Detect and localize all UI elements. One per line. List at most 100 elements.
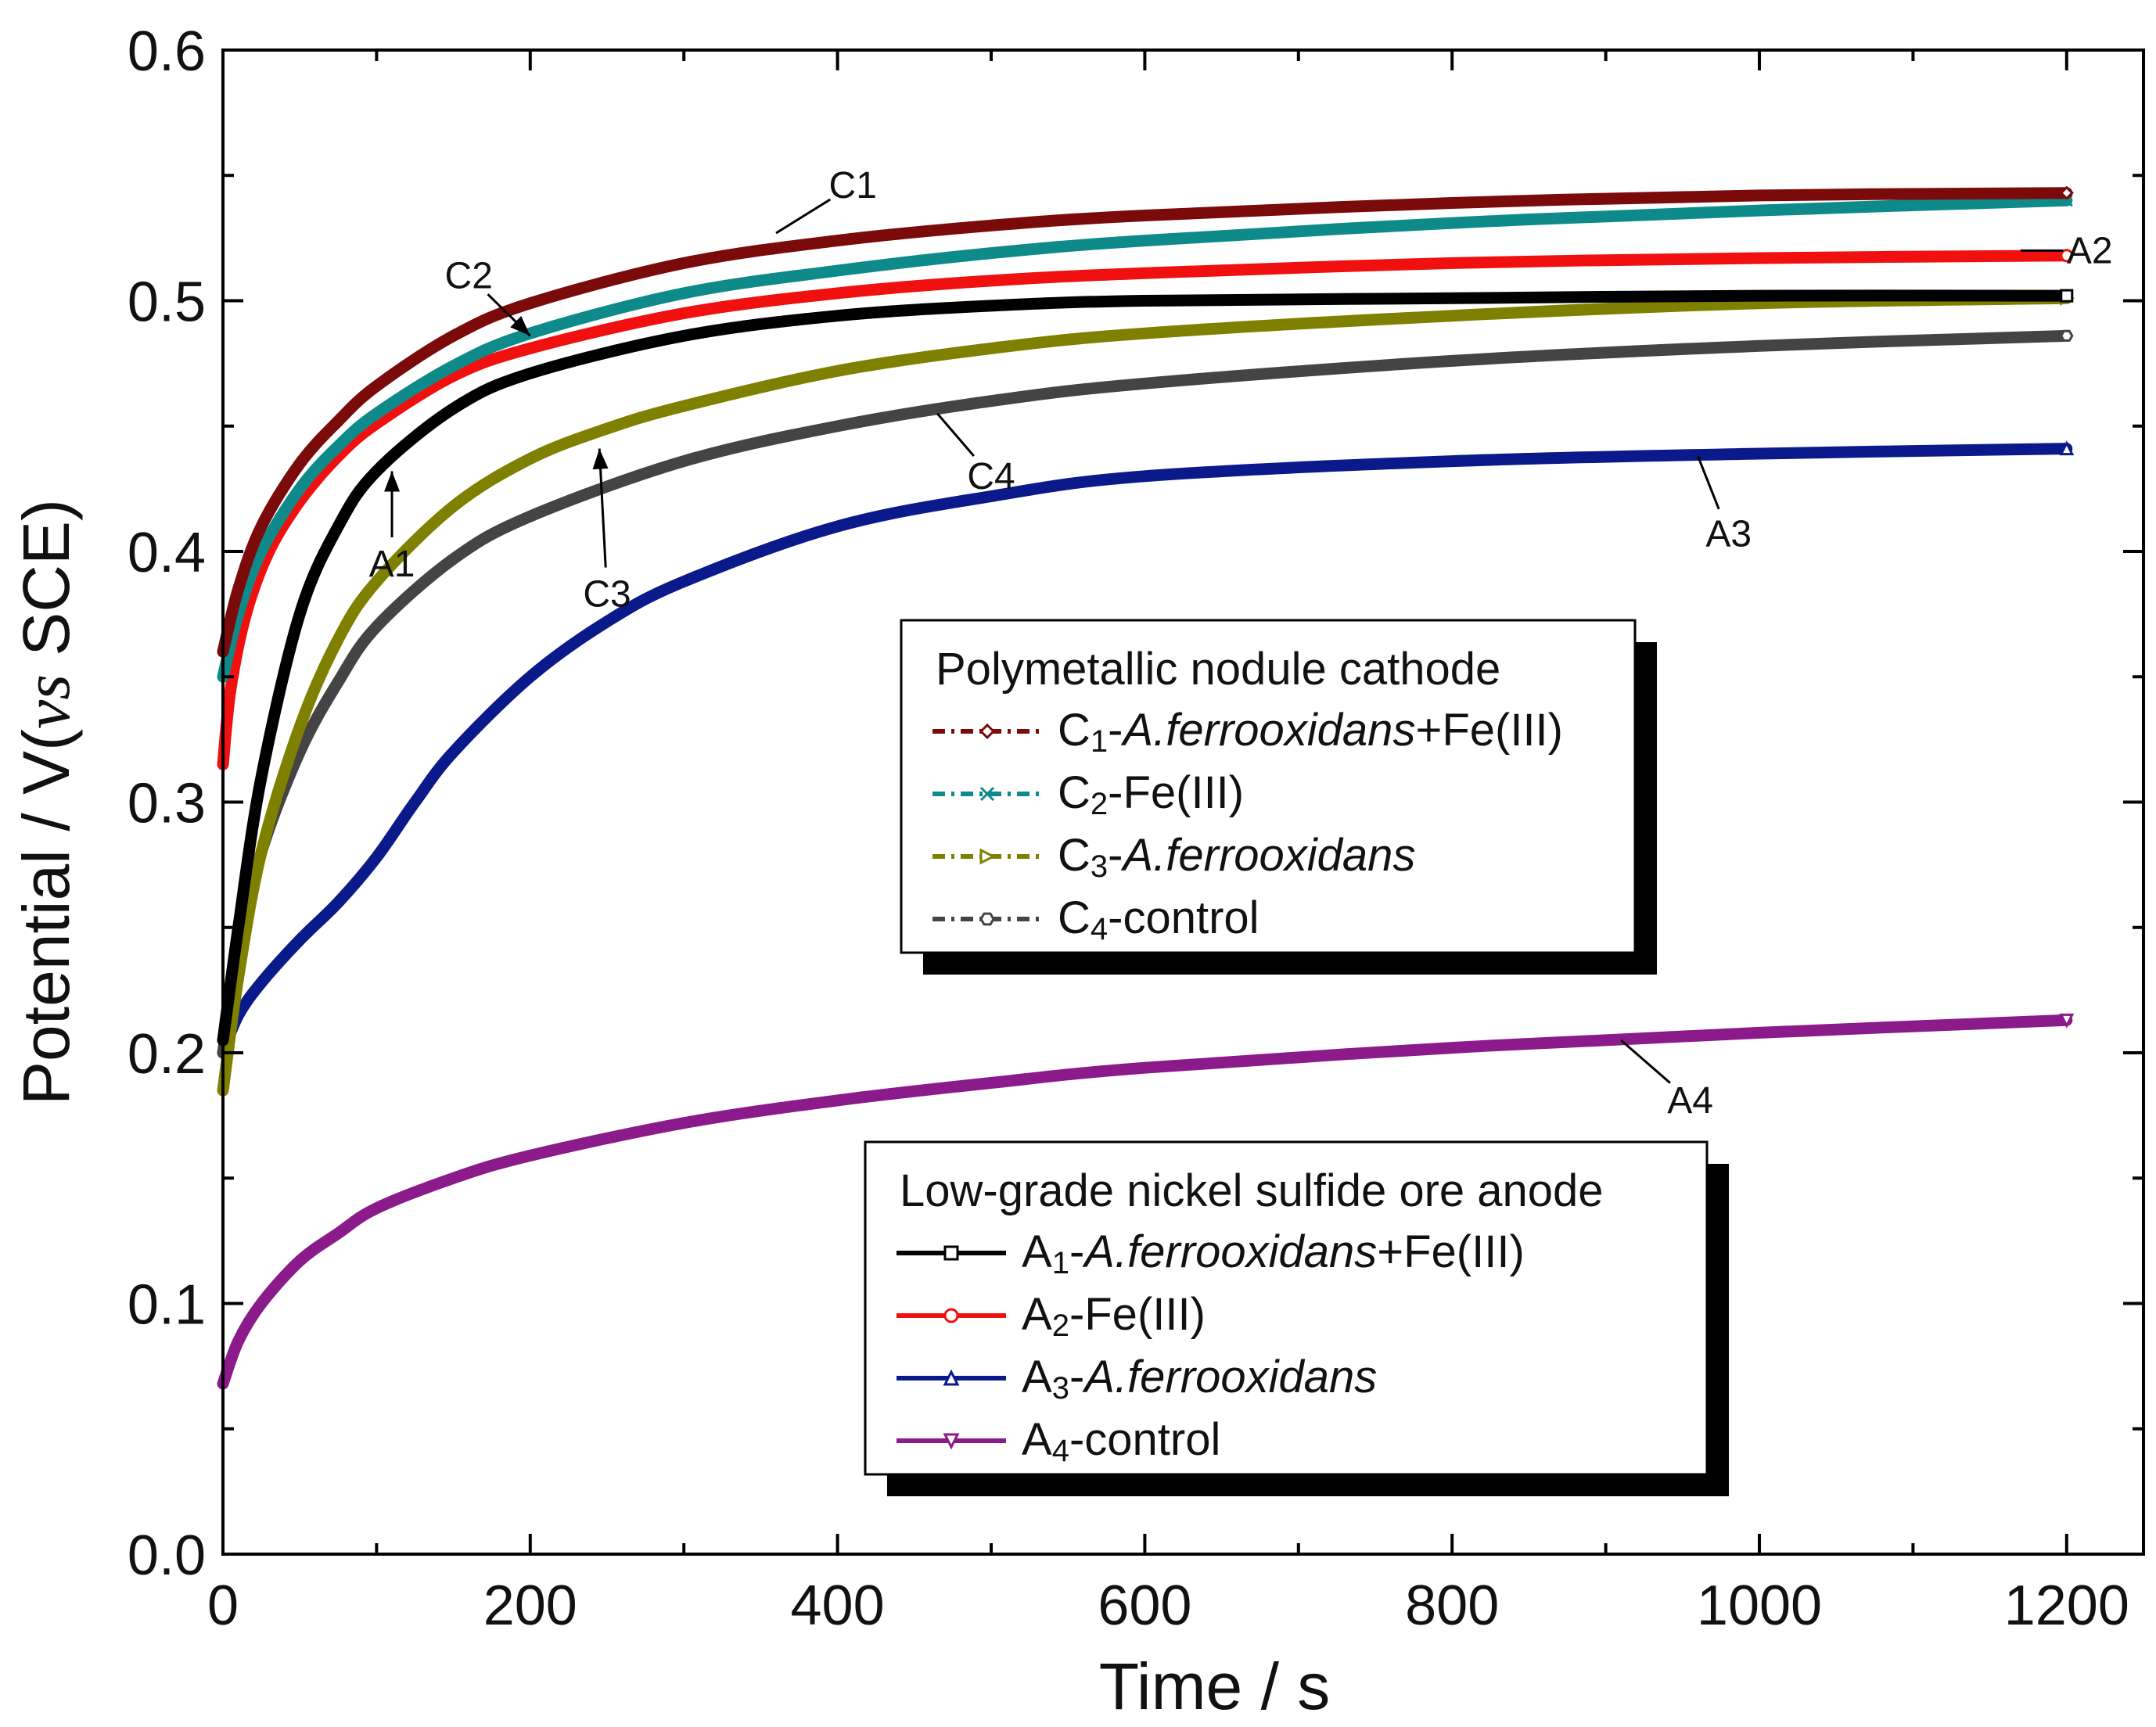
y-axis-title-part-3: SCE) (9, 499, 83, 674)
legend-swatch-marker (943, 1369, 960, 1386)
legend-label-text: - (1108, 705, 1123, 756)
x-tick-label: 600 (1098, 1574, 1191, 1637)
legend-label-c4: C4-control (1058, 892, 1259, 946)
series-line-a2 (217, 250, 2073, 770)
y-tick-label: 0.0 (128, 1524, 206, 1587)
legend-title: Polymetallic nodule cathode (936, 644, 1500, 695)
y-tick-label: 0.5 (128, 271, 206, 334)
annotation-arrowhead (510, 316, 530, 336)
annotation-label: A1 (369, 544, 415, 585)
series-end-marker-c4 (2060, 329, 2074, 342)
legend-label-suffix: +Fe(III) (1377, 1226, 1525, 1277)
series-line-a4 (217, 1014, 2073, 1390)
annotation-c4: C4 (936, 412, 1015, 497)
annotation-label: C1 (829, 165, 877, 206)
series-a1 (217, 289, 2074, 1047)
series-line-c4 (217, 329, 2073, 1059)
series-a2 (217, 249, 2074, 770)
x-tick-label: 1000 (1697, 1574, 1822, 1637)
legend-cathode: Polymetallic nodule cathodeC1-A.ferrooxi… (900, 619, 1657, 975)
legend-label-suffix: +Fe(III) (1415, 705, 1563, 756)
series-line-a1 (217, 289, 2073, 1047)
series-line-c1 (217, 187, 2073, 658)
legend-swatch-marker (943, 1433, 960, 1450)
legend-label-text: - (1069, 1352, 1084, 1402)
y-axis-title-part-2: vs (11, 674, 84, 729)
y-tick-label: 0.4 (128, 522, 206, 584)
legend-label-subscript: 2 (1091, 787, 1108, 821)
y-tick-label: 0.1 (128, 1274, 206, 1337)
series-line-a3 (217, 443, 2073, 1059)
x-tick-label: 1200 (2004, 1574, 2129, 1637)
x-axis-title: Time / s (1099, 1650, 1331, 1723)
legend-label-subscript: 1 (1052, 1246, 1069, 1280)
annotation-label: C2 (445, 255, 493, 296)
legend-label-text: -control (1108, 892, 1259, 943)
legend-label-prefix: A (1022, 1414, 1052, 1465)
legend-label-subscript: 3 (1091, 849, 1108, 884)
legend-label-prefix: C (1058, 892, 1091, 943)
legend-label-text: -Fe(III) (1069, 1289, 1206, 1340)
annotation-label: C4 (967, 456, 1015, 497)
annotation-arrowhead (592, 448, 609, 470)
legend-label-prefix: A (1022, 1352, 1052, 1402)
legend-label-text: - (1108, 830, 1123, 881)
annotation-a3: A3 (1697, 455, 1752, 555)
series-line-c3 (217, 292, 2073, 1097)
series-end-marker-a3 (2059, 440, 2075, 456)
legend-swatch-marker (943, 1308, 959, 1323)
legend-label-prefix: C (1058, 705, 1091, 756)
legend-label-prefix: A (1022, 1226, 1052, 1277)
legend-label-a2: A2-Fe(III) (1022, 1289, 1206, 1343)
y-axis-title-part-1: Potential / V( (9, 729, 83, 1105)
annotation-label: C3 (583, 573, 631, 615)
y-tick-label: 0.6 (128, 20, 206, 83)
legend-label-italic: A.ferrooxidans (1082, 1226, 1377, 1277)
legend-swatch-marker (943, 1245, 959, 1261)
legend-label-subscript: 4 (1091, 912, 1108, 946)
legend-layer: Polymetallic nodule cathodeC1-A.ferrooxi… (864, 619, 1729, 1496)
series-a3 (217, 440, 2075, 1059)
y-axis-title: Potential / V(vs SCE) (9, 499, 84, 1105)
annotation-label: A4 (1667, 1080, 1713, 1122)
series-c1 (217, 185, 2074, 658)
annotation-leader (1620, 1039, 1671, 1084)
series-end-marker-a2 (2060, 249, 2074, 263)
annotation-arrowhead (384, 471, 401, 492)
legend-label-subscript: 4 (1052, 1434, 1069, 1468)
legend-label-a1: A1-A.ferrooxidans+Fe(III) (1022, 1226, 1525, 1280)
annotation-leader (775, 198, 832, 235)
legend-label-prefix: C (1058, 830, 1091, 881)
annotation-label: A2 (2067, 230, 2113, 271)
series-layer (217, 185, 2075, 1390)
legend-label-c3: C3-A.ferrooxidans (1058, 830, 1415, 884)
series-end-marker-a4 (2059, 1013, 2075, 1029)
x-tick-label: 200 (483, 1574, 577, 1637)
legend-anode: Low-grade nickel sulfide ore anodeA1-A.f… (864, 1140, 1729, 1496)
y-tick-label: 0.2 (128, 1023, 206, 1086)
legend-label-italic: A.ferrooxidans (1120, 705, 1415, 756)
annotation-leader (1697, 455, 1720, 510)
series-line-c2 (217, 194, 2073, 683)
annotation-a1: A1 (369, 471, 415, 585)
legend-label-c1: C1-A.ferrooxidans+Fe(III) (1058, 705, 1563, 759)
legend-box (900, 619, 1637, 954)
annotation-a4: A4 (1620, 1039, 1713, 1122)
annotation-leader (936, 412, 976, 458)
legend-label-subscript: 1 (1091, 724, 1108, 759)
legend-label-subscript: 3 (1052, 1371, 1069, 1406)
legend-label-text: -control (1069, 1414, 1220, 1465)
legend-label-prefix: A (1022, 1289, 1052, 1340)
legend-label-prefix: C (1058, 767, 1091, 818)
x-tick-label: 800 (1405, 1574, 1499, 1637)
annotation-c1: C1 (775, 165, 877, 235)
legend-label-text: -Fe(III) (1108, 767, 1244, 818)
legend-label-text: - (1069, 1226, 1084, 1277)
axes-layer: 0 200 400 600 800 1000 1200 0.0 0.1 0.2 0.3 0.4 0.5 0… (128, 20, 2143, 1637)
legend-label-a3: A3-A.ferrooxidans (1022, 1352, 1377, 1406)
annotation-c3: C3 (583, 448, 631, 615)
legend-box (864, 1140, 1709, 1476)
legend-swatch-marker (979, 723, 996, 740)
